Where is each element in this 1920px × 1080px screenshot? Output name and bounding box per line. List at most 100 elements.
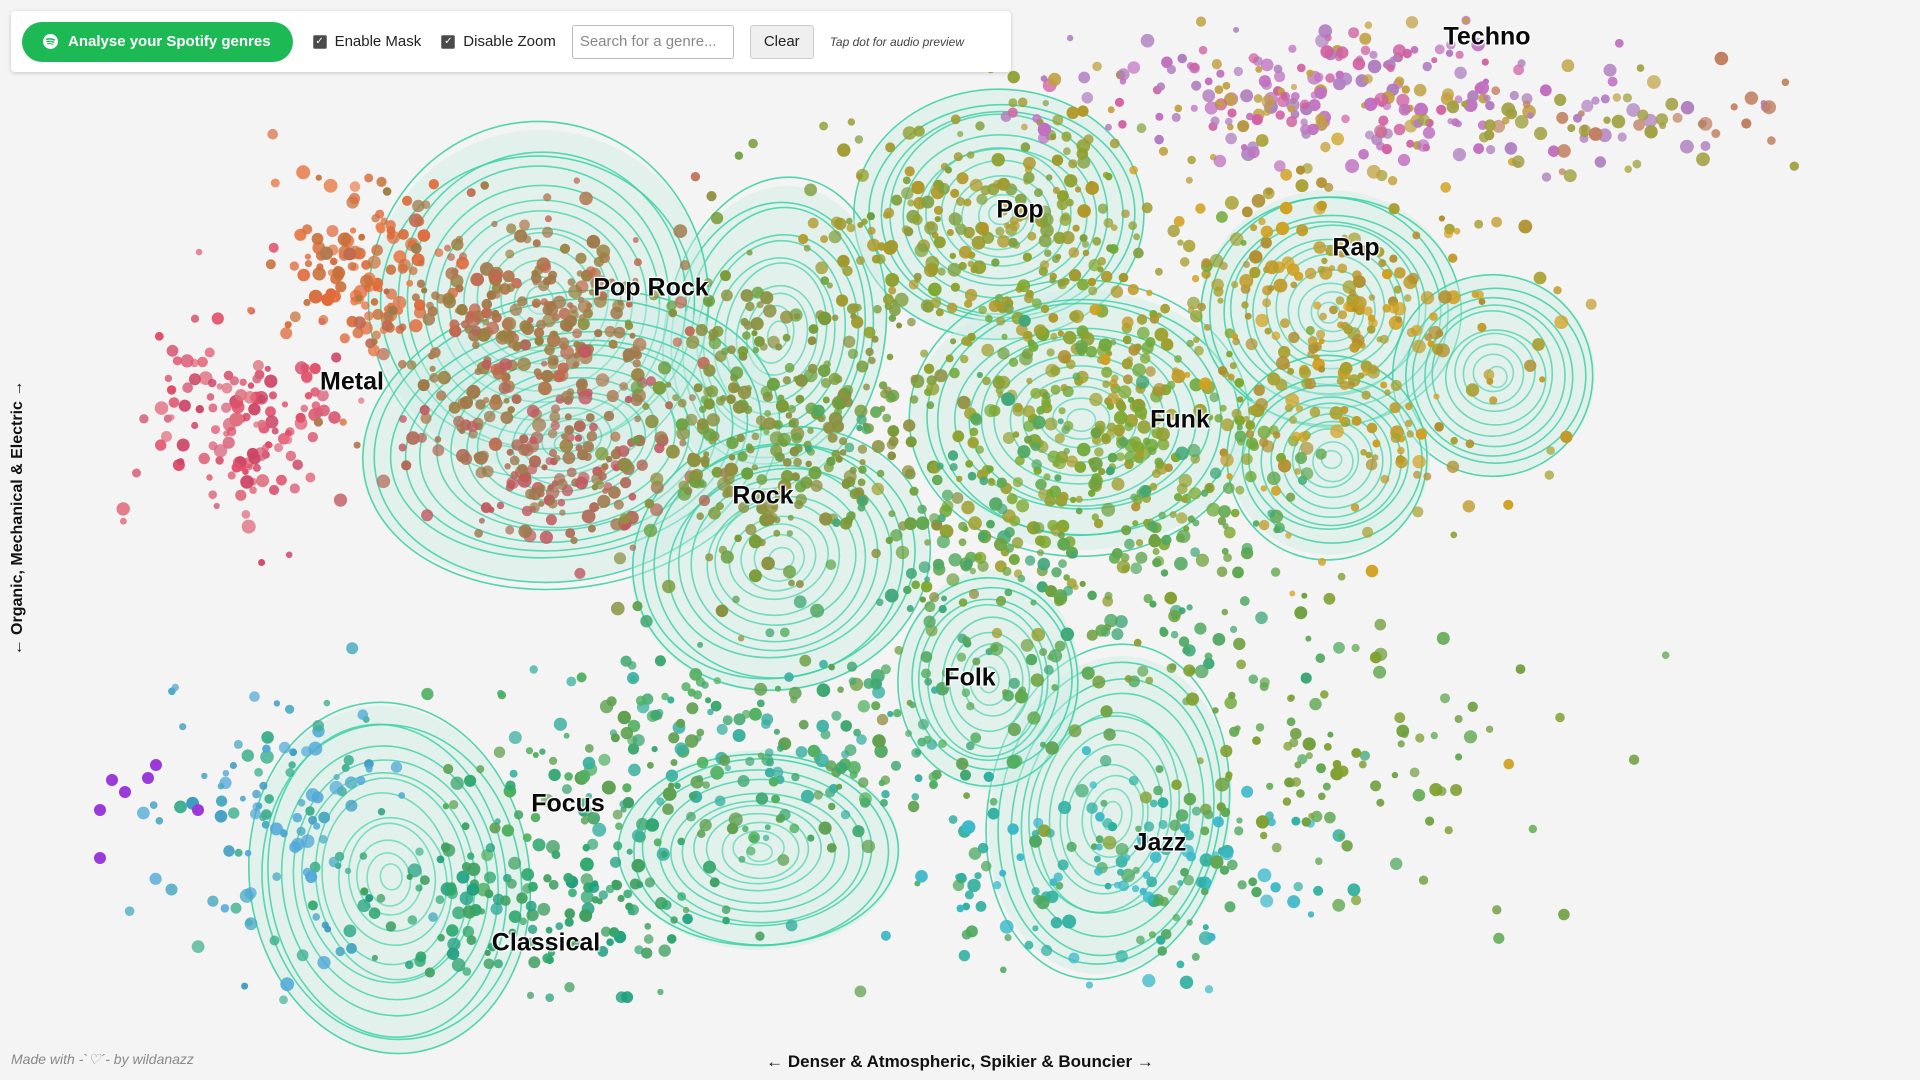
genre-dot[interactable] xyxy=(690,172,701,182)
genre-dot[interactable] xyxy=(905,730,913,737)
genre-dot[interactable] xyxy=(587,838,599,850)
genre-dot[interactable] xyxy=(768,776,779,787)
genre-dot[interactable] xyxy=(620,806,627,813)
genre-dot[interactable] xyxy=(1216,69,1225,78)
genre-dot[interactable] xyxy=(1539,376,1546,383)
genre-dot[interactable] xyxy=(1406,430,1414,438)
genre-dot[interactable] xyxy=(677,837,685,846)
genre-dot[interactable] xyxy=(666,301,677,311)
genre-dot[interactable] xyxy=(1160,303,1170,314)
genre-dot[interactable] xyxy=(1362,368,1370,376)
genre-dot[interactable] xyxy=(827,432,838,443)
genre-dot[interactable] xyxy=(1118,385,1132,399)
genre-dot[interactable] xyxy=(1286,263,1300,276)
genre-dot[interactable] xyxy=(576,672,587,683)
genre-dot[interactable] xyxy=(1201,269,1211,279)
genre-dot[interactable] xyxy=(180,354,194,368)
genre-dot[interactable] xyxy=(1275,221,1290,236)
genre-dot[interactable] xyxy=(1102,835,1117,850)
genre-dot[interactable] xyxy=(1287,694,1295,703)
genre-dot[interactable] xyxy=(1159,896,1169,907)
genre-dot[interactable] xyxy=(1113,881,1121,889)
genre-dot[interactable] xyxy=(537,902,551,916)
genre-dot[interactable] xyxy=(863,326,876,339)
genre-dot[interactable] xyxy=(544,215,552,223)
genre-dot[interactable] xyxy=(724,765,732,772)
genre-dot[interactable] xyxy=(931,686,939,694)
genre-dot[interactable] xyxy=(787,514,794,521)
genre-dot[interactable] xyxy=(848,677,857,686)
genre-dot[interactable] xyxy=(332,266,346,280)
genre-dot[interactable] xyxy=(505,780,516,791)
genre-dot[interactable] xyxy=(491,220,498,228)
genre-dot[interactable] xyxy=(265,406,276,418)
genre-dot[interactable] xyxy=(421,509,434,522)
genre-dot[interactable] xyxy=(1211,59,1222,70)
genre-dot[interactable] xyxy=(1369,651,1382,664)
genre-dot[interactable] xyxy=(1317,266,1326,274)
genre-dot[interactable] xyxy=(257,419,267,429)
genre-dot[interactable] xyxy=(221,382,233,394)
genre-dot[interactable] xyxy=(536,319,546,330)
genre-dot[interactable] xyxy=(1063,447,1070,455)
genre-dot[interactable] xyxy=(1210,855,1224,869)
genre-dot[interactable] xyxy=(674,296,687,309)
genre-dot[interactable] xyxy=(1412,506,1424,518)
genre-dot[interactable] xyxy=(1058,407,1066,415)
genre-dot[interactable] xyxy=(964,890,974,900)
genre-dot[interactable] xyxy=(472,341,480,350)
genre-dot[interactable] xyxy=(1038,266,1049,276)
genre-dot[interactable] xyxy=(1171,613,1179,621)
genre-dot[interactable] xyxy=(1413,470,1422,479)
genre-dot[interactable] xyxy=(1046,348,1055,357)
genre-dot[interactable] xyxy=(1418,875,1429,885)
genre-dot[interactable] xyxy=(501,824,514,837)
genre-dot[interactable] xyxy=(1379,334,1389,344)
genre-dot[interactable] xyxy=(233,739,243,749)
genre-dot[interactable] xyxy=(323,699,331,707)
genre-dot[interactable] xyxy=(446,887,458,900)
genre-dot[interactable] xyxy=(1397,740,1405,748)
genre-dot[interactable] xyxy=(777,394,785,402)
genre-dot[interactable] xyxy=(911,580,921,590)
genre-dot[interactable] xyxy=(696,512,704,520)
genre-dot[interactable] xyxy=(726,394,736,405)
genre-dot[interactable] xyxy=(564,413,572,421)
genre-dot[interactable] xyxy=(1483,369,1495,381)
genre-dot[interactable] xyxy=(1341,234,1348,242)
genre-dot[interactable] xyxy=(1744,91,1759,105)
genre-dot[interactable] xyxy=(364,311,374,321)
genre-dot[interactable] xyxy=(1019,351,1033,366)
genre-dot[interactable] xyxy=(1275,378,1288,391)
genre-dot[interactable] xyxy=(220,904,230,913)
genre-dot[interactable] xyxy=(636,817,649,831)
genre-dot[interactable] xyxy=(1444,826,1453,835)
genre-dot[interactable] xyxy=(961,820,976,834)
genre-dot[interactable] xyxy=(139,414,149,424)
genre-dot[interactable] xyxy=(644,498,655,509)
genre-dot[interactable] xyxy=(1232,566,1244,579)
genre-dot[interactable] xyxy=(654,431,668,445)
genre-dot[interactable] xyxy=(329,780,344,795)
genre-dot[interactable] xyxy=(1378,259,1387,268)
genre-dot[interactable] xyxy=(334,851,345,862)
genre-dot[interactable] xyxy=(1265,187,1273,195)
genre-dot[interactable] xyxy=(1010,754,1023,768)
genre-dot[interactable] xyxy=(857,495,868,506)
genre-dot[interactable] xyxy=(1187,443,1201,458)
genre-dot[interactable] xyxy=(539,748,546,755)
genre-dot[interactable] xyxy=(1154,327,1169,342)
genre-dot[interactable] xyxy=(1461,100,1468,108)
genre-dot[interactable] xyxy=(1082,249,1090,257)
genre-dot[interactable] xyxy=(1052,114,1064,126)
genre-dot[interactable] xyxy=(535,372,544,380)
genre-dot[interactable] xyxy=(349,181,361,192)
genre-dot[interactable] xyxy=(406,873,413,881)
genre-dot[interactable] xyxy=(1233,66,1244,77)
genre-dot[interactable] xyxy=(745,756,755,767)
genre-dot[interactable] xyxy=(331,352,342,363)
genre-dot[interactable] xyxy=(1000,208,1008,216)
genre-dot[interactable] xyxy=(1313,301,1322,310)
genre-dot[interactable] xyxy=(1153,785,1163,796)
genre-dot[interactable] xyxy=(871,701,881,711)
